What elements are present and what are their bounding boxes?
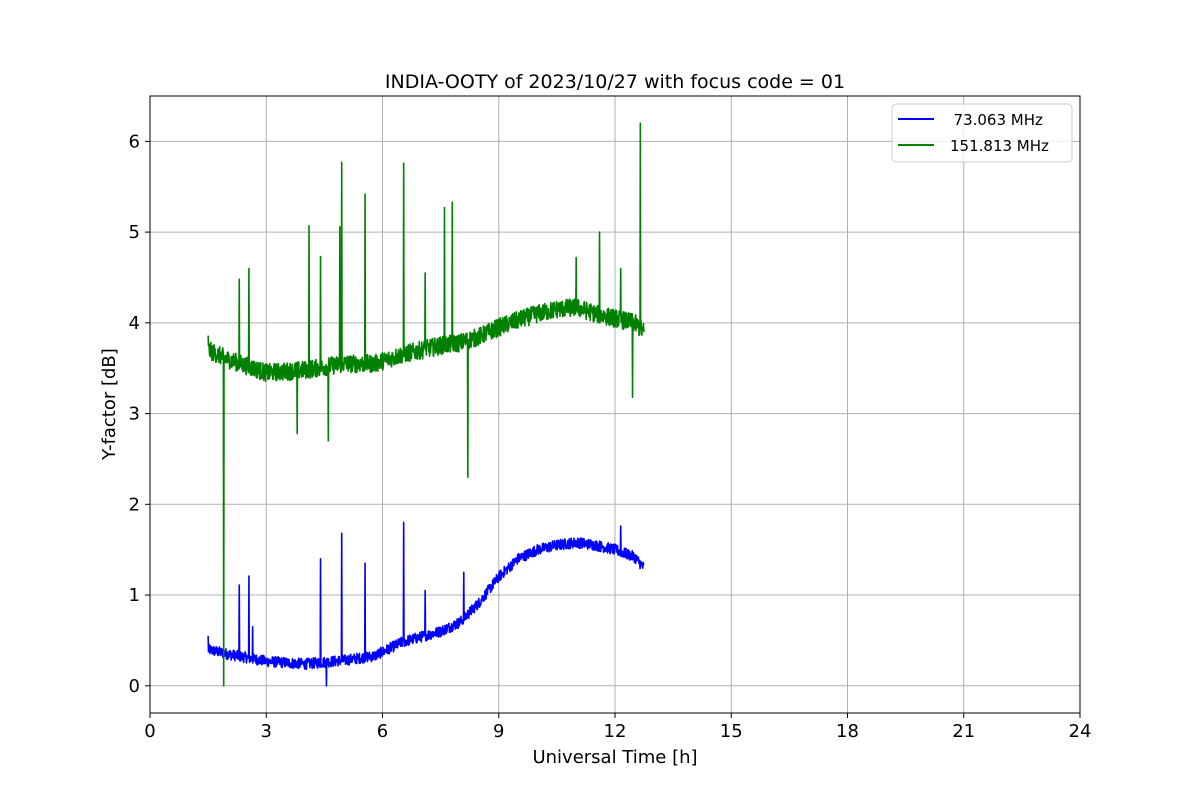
x-tick-label: 0 [144,721,155,742]
x-tick-label: 9 [493,721,504,742]
legend-label-73mhz: 73.063 MHz [944,111,1043,129]
plot-area [207,122,645,687]
series-line-73mhz [207,521,645,687]
y-axis-label: Y-factor [dB] [99,348,120,461]
chart-title: INDIA-OOTY of 2023/10/27 with focus code… [385,71,845,93]
y-tick-label: 5 [129,222,140,243]
x-tick-label: 15 [720,721,743,742]
y-tick-label: 2 [129,494,140,515]
series-line-151mhz [207,122,645,687]
x-tick-label: 12 [604,721,627,742]
legend-box [891,103,1073,163]
y-tick-label: 4 [129,313,140,334]
x-axis: 0 3 6 9 12 15 18 21 24 [144,713,1091,742]
y-tick-label: 6 [129,131,140,152]
x-tick-label: 24 [1069,721,1092,742]
y-tick-label: 1 [129,585,140,606]
y-tick-label: 0 [129,676,140,697]
x-axis-label: Universal Time [h] [532,747,697,768]
y-tick-label: 3 [129,404,140,425]
x-tick-label: 3 [261,721,272,742]
x-tick-label: 6 [377,721,388,742]
legend-label-151mhz: 151.813 MHz [950,137,1049,155]
y-axis: 0 1 2 3 4 5 6 [129,131,150,697]
x-tick-label: 21 [952,721,975,742]
x-tick-label: 18 [836,721,859,742]
legend: 73.063 MHz 151.813 MHz [891,103,1073,163]
